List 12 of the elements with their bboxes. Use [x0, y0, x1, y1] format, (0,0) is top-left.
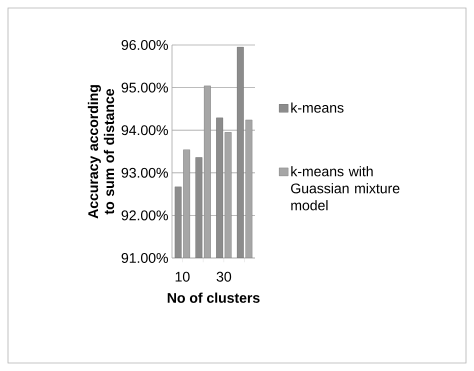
y-axis-title: Accuracy according to sum of distance: [88, 85, 114, 218]
y-tick-label: 95.00%: [122, 82, 168, 93]
legend-label: k-means: [291, 102, 344, 113]
x-tick-label: 30: [216, 272, 232, 282]
y-tick-label: 91.00%: [122, 253, 168, 263]
y-tick-label: 94.00%: [122, 125, 168, 136]
y-tick-label: 96.00%: [122, 40, 168, 50]
x-axis-title: No of clusters: [168, 292, 260, 303]
y-tick-label: 92.00%: [122, 210, 168, 220]
y-tick-label: 93.00%: [122, 168, 168, 178]
x-tick-label: 10: [176, 272, 190, 282]
legend-label: k-means with Guassian mixture model: [291, 166, 400, 210]
